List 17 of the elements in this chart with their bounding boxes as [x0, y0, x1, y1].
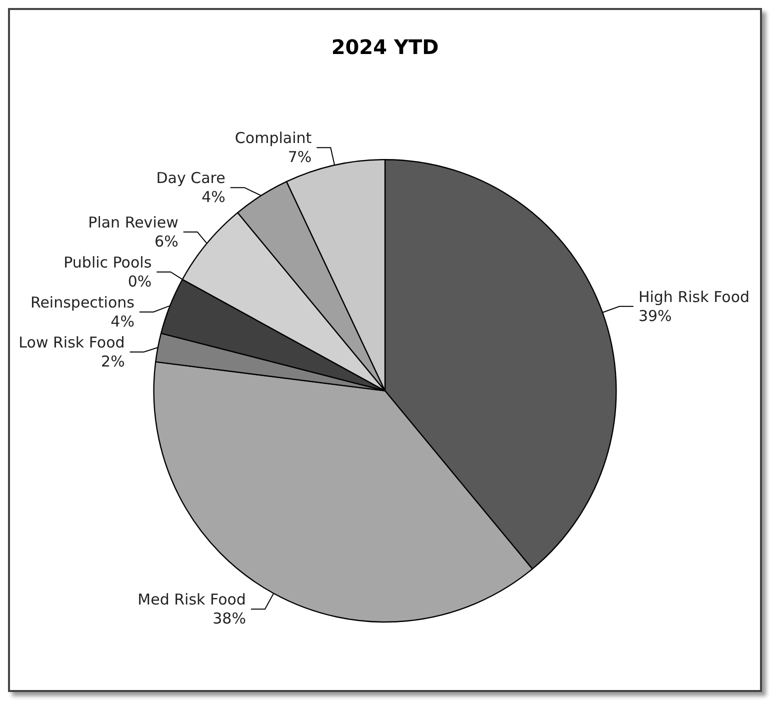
slice-label: High Risk Food [638, 288, 750, 306]
slice-label: Complaint [234, 129, 312, 148]
slice-label: Reinspections [30, 293, 135, 312]
category-label: Public Pools [64, 253, 152, 272]
chart-title: 2024 YTD [331, 35, 439, 59]
slice-label: Med Risk Food [138, 590, 246, 609]
data-label: 2% [101, 352, 125, 370]
slice-label: Plan Review [88, 213, 178, 232]
data-label: 7% [288, 148, 312, 166]
data-label: 39% [638, 306, 672, 325]
data-label: 4% [202, 188, 226, 206]
data-label: 38% [212, 610, 246, 628]
data-label: 6% [154, 232, 178, 250]
text: 0% [128, 272, 152, 290]
data-label: 4% [110, 312, 134, 330]
slice-label: Low Risk Food [18, 333, 125, 352]
slice-label: Day Care [156, 169, 226, 188]
